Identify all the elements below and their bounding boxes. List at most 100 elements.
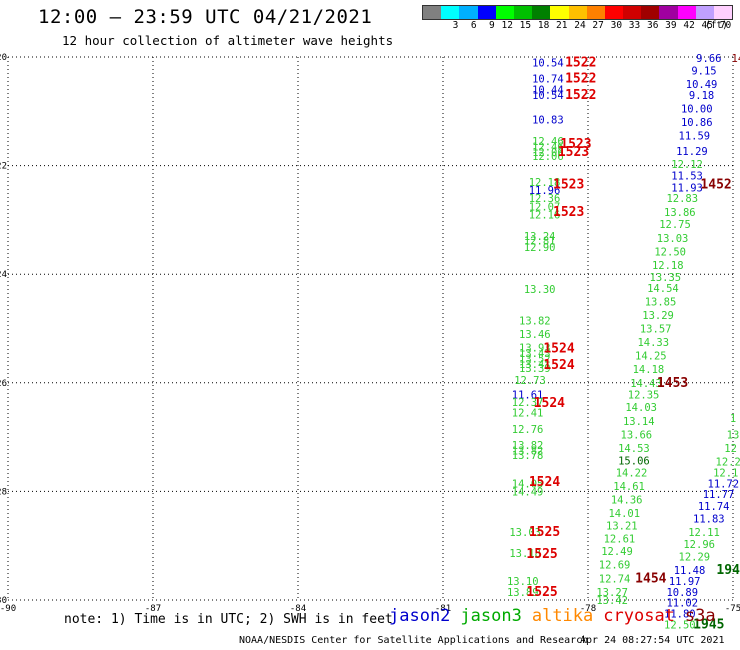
data-label: 13.35 bbox=[650, 272, 682, 284]
data-label: 1523 bbox=[553, 178, 584, 193]
data-label: 12.50 bbox=[664, 619, 696, 631]
colorbar-swatch bbox=[623, 6, 642, 19]
data-label: 14.61 bbox=[613, 481, 645, 493]
data-label: 10.74 bbox=[532, 74, 564, 86]
data-label: 10.44 bbox=[532, 85, 564, 97]
data-label: 13.03 bbox=[509, 527, 541, 539]
data-label: 13 bbox=[727, 429, 740, 441]
y-tick-label: -26 bbox=[0, 379, 7, 389]
data-label: 12.75 bbox=[659, 219, 691, 231]
data-label: 1 bbox=[730, 413, 736, 425]
data-label: 194 bbox=[716, 563, 740, 578]
data-label: 12.18 bbox=[652, 260, 684, 272]
colorbar-swatch bbox=[695, 6, 714, 19]
data-label: 13.66 bbox=[621, 429, 653, 441]
data-label: 1454 bbox=[635, 571, 666, 586]
data-label: 14.33 bbox=[637, 337, 669, 349]
data-label: 15.06 bbox=[618, 455, 650, 467]
credit-line: NOAA/NESDIS Center for Satellite Applica… bbox=[239, 635, 589, 646]
data-label: 1523 bbox=[560, 137, 591, 152]
colorbar-label: 3 bbox=[452, 20, 459, 31]
y-tick-label: -28 bbox=[0, 487, 7, 497]
data-label: 13.93 bbox=[519, 343, 551, 355]
data-label: 11.77 bbox=[703, 489, 735, 501]
x-tick-label: -78 bbox=[580, 604, 596, 614]
colorbar-label: 18 bbox=[537, 20, 550, 31]
data-label: 1524 bbox=[543, 342, 574, 357]
legend-jason3: jason3 bbox=[460, 606, 522, 626]
data-label: 12.96 bbox=[683, 539, 715, 551]
generation-timestamp: Apr 24 08:27:54 UTC 2021 bbox=[580, 635, 725, 646]
data-label: 13.14 bbox=[623, 416, 655, 428]
data-label: 13.18 bbox=[509, 548, 541, 560]
data-label: 13.30 bbox=[524, 284, 556, 296]
data-label: 12.07 bbox=[529, 201, 561, 213]
y-tick-label: -24 bbox=[0, 270, 7, 280]
data-label: 10.83 bbox=[532, 114, 564, 126]
data-label: 12.83 bbox=[666, 193, 698, 205]
data-label: 11.59 bbox=[679, 131, 711, 143]
colorbar-swatch bbox=[513, 6, 533, 19]
data-label: 12.16 bbox=[529, 209, 561, 221]
data-label: 13.10 bbox=[507, 576, 539, 588]
data-label: 1524 bbox=[529, 475, 560, 490]
data-label: 10.86 bbox=[681, 117, 713, 129]
data-label: 13.42 bbox=[596, 595, 628, 607]
y-tick-label: -20 bbox=[0, 53, 7, 63]
colorbar-swatch bbox=[441, 6, 460, 19]
colorbar bbox=[422, 5, 734, 20]
data-label: 12.81 bbox=[524, 236, 556, 248]
data-label: 12.46 bbox=[532, 142, 564, 154]
data-label: 12.18 bbox=[529, 177, 561, 189]
data-label: 13.78 bbox=[512, 450, 544, 462]
data-label: 13.82 bbox=[519, 315, 551, 327]
data-label: 12.35 bbox=[628, 390, 660, 402]
data-label: 14.49 bbox=[512, 486, 544, 498]
x-tick-label: -75 bbox=[725, 604, 740, 614]
data-label: 13.39 bbox=[519, 363, 551, 375]
data-label: 1453 bbox=[657, 376, 688, 391]
data-label: 14.18 bbox=[633, 364, 665, 376]
data-label: 11.97 bbox=[669, 576, 701, 588]
colorbar-label: 42 bbox=[683, 20, 695, 31]
data-label: 14.54 bbox=[647, 283, 679, 295]
data-label: 10.00 bbox=[681, 104, 713, 116]
data-label: 14 bbox=[732, 53, 740, 65]
colorbar-labels: 3 6 9 12 15 18 21 24 27 30 33 36 39 42 45 70 bbox=[422, 20, 732, 31]
data-label: 12.76 bbox=[512, 424, 544, 436]
data-label: 13.43 bbox=[519, 348, 551, 360]
data-label: 13.46 bbox=[519, 329, 551, 341]
chart-subtitle: 12 hour collection of altimeter wave hei… bbox=[62, 33, 394, 48]
data-label: 9.66 bbox=[696, 53, 721, 65]
data-label: 12.36 bbox=[529, 193, 561, 205]
x-tick-label: -84 bbox=[290, 604, 306, 614]
data-label: 12.50 bbox=[654, 246, 686, 258]
data-label: 14.43 bbox=[630, 378, 662, 390]
colorbar-label: 9 bbox=[489, 20, 495, 31]
y-tick-label: -22 bbox=[0, 162, 7, 172]
data-label: 12.46 bbox=[532, 136, 564, 148]
x-tick-label: -81 bbox=[435, 604, 451, 614]
colorbar-swatch bbox=[477, 6, 496, 19]
colorbar-label: 24 bbox=[574, 20, 586, 31]
data-label: 13.85 bbox=[645, 296, 677, 308]
data-label: 12.12 bbox=[671, 159, 703, 171]
data-label: 1522 bbox=[565, 55, 596, 70]
data-label: 11.80 bbox=[664, 609, 696, 621]
colorbar-label: 6 bbox=[470, 20, 477, 31]
data-label: 1452 bbox=[700, 178, 731, 193]
data-label: 11.93 bbox=[671, 182, 703, 194]
data-label: 12.06 bbox=[532, 147, 564, 159]
colorbar-swatch bbox=[423, 6, 442, 19]
colorbar-swatch bbox=[641, 6, 660, 19]
data-label: 13.29 bbox=[642, 310, 674, 322]
colorbar-swatch bbox=[604, 6, 624, 19]
data-label: 12.74 bbox=[599, 573, 631, 585]
data-label: 12.73 bbox=[514, 375, 546, 387]
data-label: 13.82 bbox=[512, 446, 544, 458]
x-tick-label: -87 bbox=[145, 604, 161, 614]
data-label: 12.37 bbox=[512, 397, 544, 409]
data-label: 13.89 bbox=[507, 587, 539, 599]
data-label: 12.11 bbox=[688, 527, 720, 539]
